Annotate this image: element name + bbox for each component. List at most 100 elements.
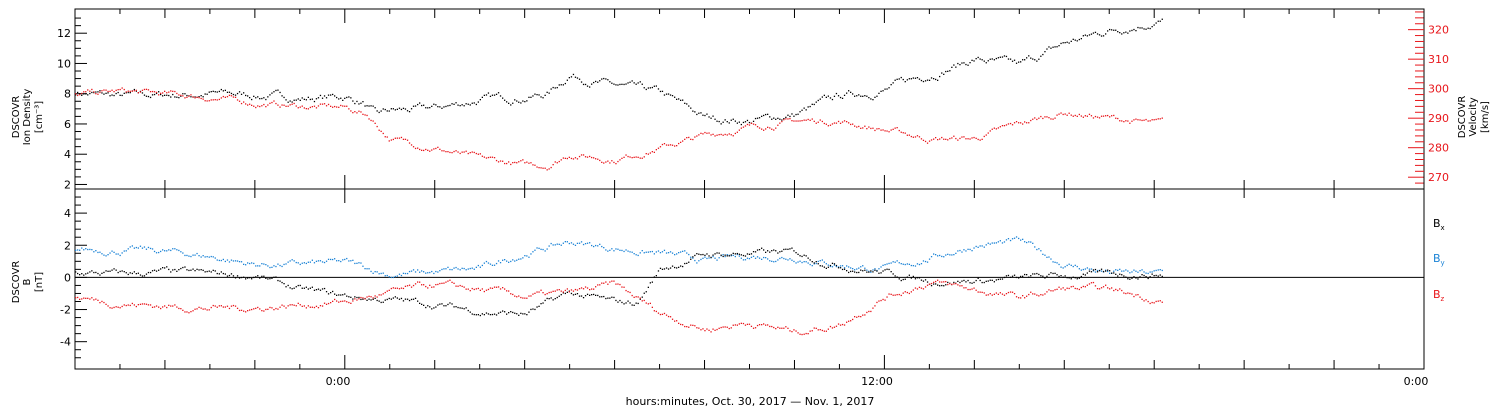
data-point (566, 241, 568, 243)
data-point (222, 90, 224, 92)
data-point (777, 326, 779, 328)
data-point (918, 136, 921, 138)
data-point (1096, 288, 1099, 290)
data-point (200, 256, 202, 258)
data-point (1009, 58, 1012, 60)
data-point (245, 311, 247, 313)
data-point (356, 296, 358, 299)
data-point (1084, 274, 1086, 276)
data-point (989, 58, 991, 60)
data-point (522, 297, 524, 299)
data-point (1153, 275, 1155, 277)
data-point (481, 155, 483, 157)
data-point (447, 105, 449, 107)
data-point (758, 117, 761, 119)
data-point (841, 323, 844, 326)
data-point (1066, 114, 1068, 116)
data-point (726, 134, 728, 136)
data-point (918, 263, 921, 266)
data-point (1115, 29, 1117, 31)
data-point (194, 97, 196, 99)
data-point (991, 58, 993, 60)
data-point (259, 98, 261, 100)
velocity-series (75, 87, 1163, 171)
data-point (850, 320, 852, 322)
data-point (194, 270, 196, 272)
data-point (390, 139, 392, 141)
data-point (803, 107, 805, 109)
data-point (815, 101, 817, 103)
data-point (504, 311, 506, 313)
data-point (1084, 34, 1086, 36)
data-point (572, 294, 575, 296)
data-point (133, 90, 135, 92)
data-point (572, 290, 575, 292)
data-point (356, 262, 358, 264)
data-point (514, 99, 516, 101)
data-point (906, 79, 908, 81)
data-point (562, 292, 564, 294)
data-point (267, 96, 269, 98)
data-point (882, 264, 884, 266)
data-point (1011, 238, 1014, 240)
data-point (419, 102, 421, 104)
data-point (212, 99, 214, 101)
data-point (522, 313, 524, 315)
data-point (809, 119, 811, 121)
data-point (761, 247, 763, 249)
data-point (554, 298, 556, 300)
data-point (380, 130, 382, 132)
data-point (1119, 268, 1121, 270)
data-point (680, 99, 682, 101)
data-point (1013, 293, 1016, 295)
ion-density-series (75, 18, 1163, 126)
data-point (323, 287, 326, 290)
data-point (704, 256, 706, 258)
data-point (224, 306, 226, 308)
data-point (1096, 116, 1099, 118)
data-point (425, 306, 427, 309)
data-point (459, 152, 461, 155)
data-point (504, 99, 506, 101)
data-point (378, 294, 380, 296)
data-point (174, 268, 176, 271)
data-point (461, 104, 463, 106)
data-point (775, 328, 777, 330)
data-point (327, 293, 330, 295)
data-point (232, 96, 235, 98)
data-point (989, 279, 991, 281)
data-point (1040, 275, 1042, 277)
data-point (530, 295, 532, 297)
data-point (1015, 62, 1018, 64)
data-point (127, 90, 129, 92)
data-point (1098, 34, 1101, 36)
data-point (145, 95, 148, 97)
data-point (852, 93, 854, 95)
data-point (419, 271, 421, 273)
data-point (222, 258, 224, 261)
data-point (748, 323, 751, 325)
data-point (125, 304, 127, 307)
data-point (445, 281, 447, 283)
data-point (299, 263, 301, 266)
data-point (716, 328, 718, 331)
data-point (698, 134, 700, 136)
data-point (979, 139, 981, 141)
data-point (825, 96, 827, 98)
data-point (829, 124, 832, 126)
data-point (536, 306, 538, 308)
data-point (965, 138, 967, 140)
data-point (123, 271, 125, 273)
data-point (789, 248, 791, 250)
data-point (518, 258, 520, 260)
data-point (926, 281, 929, 283)
data-point (1139, 119, 1141, 121)
data-point (609, 81, 611, 83)
data-point (414, 271, 417, 273)
data-point (105, 89, 107, 91)
data-point (75, 249, 77, 251)
data-point (570, 76, 573, 78)
data-point (281, 281, 283, 284)
data-point (611, 296, 613, 298)
data-point (694, 325, 696, 327)
